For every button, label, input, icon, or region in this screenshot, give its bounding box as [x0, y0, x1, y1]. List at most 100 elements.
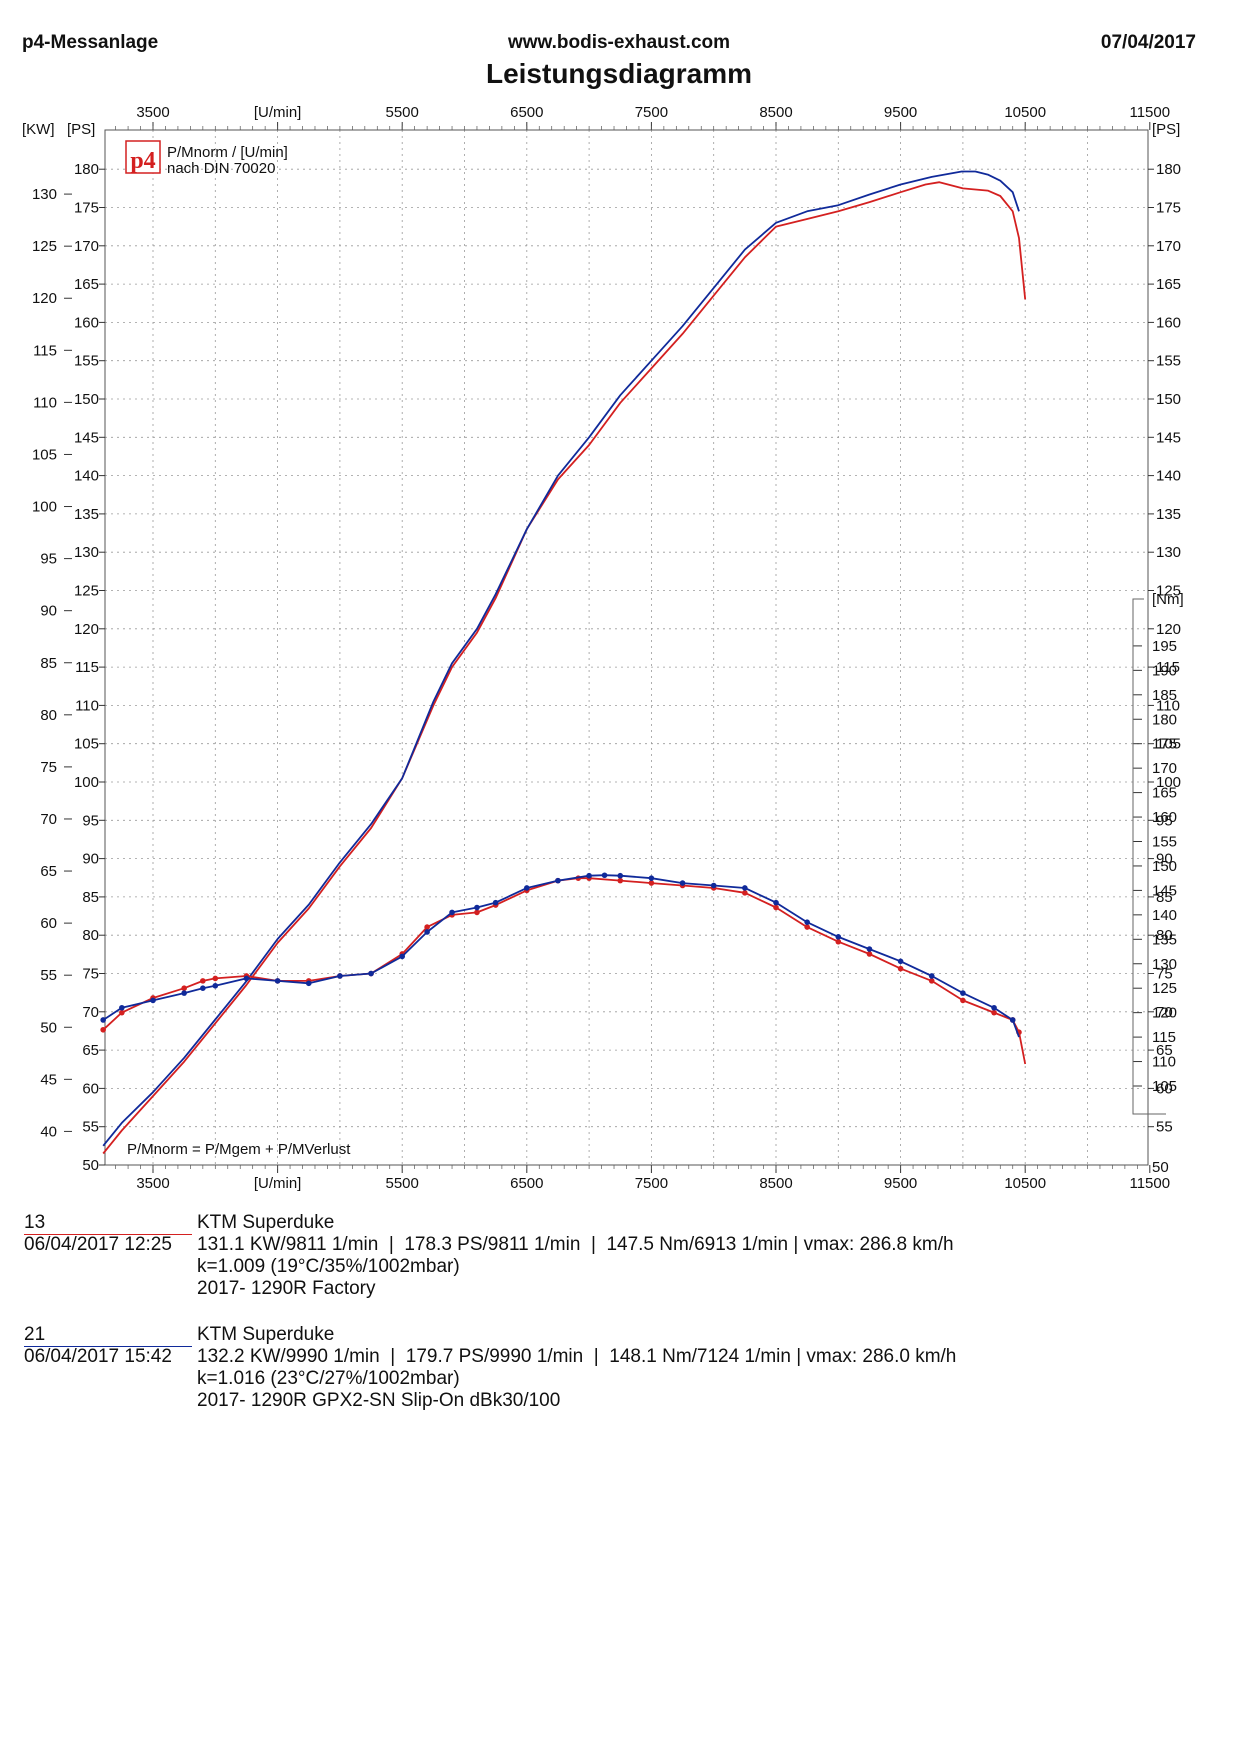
- series-marker-torque-run-21: [212, 982, 219, 989]
- x-tick-label-top: 5500: [386, 104, 419, 121]
- run-results: 132.2 KW/9990 1/min | 179.7 PS/9990 1/mi…: [197, 1346, 957, 1367]
- series-marker-torque-run-21: [679, 880, 686, 886]
- kw-tick-label: 45: [40, 1071, 57, 1088]
- run-results: 131.1 KW/9811 1/min | 178.3 PS/9811 1/mi…: [197, 1234, 954, 1255]
- x-tick-label-top: 3500: [136, 104, 169, 121]
- series-marker-torque-run-21: [710, 882, 717, 889]
- nm-tick-label: 135: [1152, 931, 1177, 948]
- run-conditions: k=1.016 (23°C/27%/1002mbar): [197, 1368, 460, 1389]
- nm-tick-label: 145: [1152, 882, 1177, 899]
- ps-tick-label-right: 65: [1156, 1042, 1173, 1059]
- ps-tick-label-right: 170: [1156, 238, 1181, 255]
- series-marker-torque-run-13: [804, 924, 810, 930]
- ps-tick-label-left: 75: [82, 966, 99, 983]
- nm-tick-label: 160: [1152, 809, 1177, 826]
- nm-tick-label: 155: [1152, 834, 1177, 851]
- series-marker-torque-run-21: [524, 885, 530, 891]
- kw-tick-label: 115: [33, 342, 57, 359]
- series-marker-torque-run-21: [424, 929, 430, 935]
- ps-tick-label-right: 110: [1156, 697, 1180, 714]
- kw-tick-label: 90: [40, 603, 57, 620]
- ps-tick-label-right: 85: [1156, 889, 1173, 906]
- ps-tick-label-right: 155: [1156, 353, 1181, 370]
- ps-tick-label-right: 70: [1156, 1004, 1173, 1021]
- ps-tick-label-right: 60: [1156, 1080, 1173, 1097]
- series-marker-torque-run-13: [100, 1026, 106, 1033]
- series-marker-torque-run-13: [119, 1009, 125, 1016]
- series-marker-torque-run-21: [617, 872, 624, 879]
- nm-scale-bracket: [1132, 598, 1166, 1115]
- x-tick-label-top: [U/min]: [254, 104, 302, 121]
- ps-tick-label-left: 110: [75, 697, 99, 714]
- series-layer: [100, 170, 1027, 1155]
- ps-tick-label-right: 90: [1156, 851, 1173, 868]
- series-marker-torque-run-21: [399, 953, 406, 960]
- series-marker-torque-run-21: [100, 1017, 106, 1023]
- plot-frame: [104, 129, 1149, 1166]
- ps-tick-label-right: 125: [1156, 583, 1181, 600]
- run-description: 2017- 1290R Factory: [197, 1278, 376, 1299]
- ps-tick-label-left: 175: [74, 200, 99, 217]
- series-marker-torque-run-21: [337, 973, 343, 979]
- legend-line-2: nach DIN 70020: [167, 160, 275, 177]
- p4-logo: p4: [130, 148, 155, 174]
- run-description: 2017- 1290R GPX2-SN Slip-On dBk30/100: [197, 1390, 561, 1411]
- series-marker-torque-run-21: [835, 934, 842, 940]
- ps-tick-label-left: 115: [75, 659, 99, 676]
- x-tick-label-bottom: 3500: [136, 1175, 169, 1192]
- ps-tick-label-left: 95: [82, 812, 99, 829]
- ps-tick-label-left: 160: [74, 314, 99, 331]
- run-list: 13 06/04/2017 12:25 KTM Superduke 131.1 …: [24, 1212, 1214, 1436]
- axis-label-ps-right: [PS]: [1152, 121, 1180, 138]
- ps-tick-label-left: 80: [82, 927, 99, 944]
- series-marker-torque-run-21: [928, 973, 935, 979]
- page-title: Leistungsdiagramm: [485, 58, 753, 89]
- run-number: 21: [24, 1324, 192, 1347]
- kw-tick-label: 85: [40, 655, 57, 672]
- run-number: 13: [24, 1212, 192, 1235]
- x-tick-label-top: 6500: [510, 104, 543, 121]
- series-marker-torque-run-21: [586, 872, 592, 879]
- series-marker-torque-run-21: [648, 875, 655, 881]
- nm-tick-label: 185: [1152, 687, 1177, 704]
- series-marker-torque-run-13: [181, 985, 187, 991]
- series-marker-torque-run-21: [804, 919, 810, 925]
- series-line-torque-run-13: [102, 877, 1027, 1065]
- series-marker-torque-run-13: [897, 965, 904, 972]
- x-tick-label-bottom: 8500: [759, 1175, 792, 1192]
- ps-tick-label-left: 65: [82, 1042, 99, 1059]
- series-marker-torque-run-13: [773, 904, 779, 911]
- ps-tick-label-right: 95: [1156, 812, 1173, 829]
- ps-tick-label-right: 180: [1156, 161, 1181, 178]
- nm-tick-label: 180: [1152, 711, 1177, 728]
- series-marker-torque-run-21: [991, 1004, 997, 1011]
- kw-tick-label: 100: [32, 499, 57, 516]
- x-tick-label-top: 7500: [635, 104, 668, 121]
- ps-tick-label-left: 105: [74, 736, 99, 753]
- ps-tick-label-right: 120: [1156, 621, 1181, 638]
- kw-tick-label: 70: [40, 811, 57, 828]
- ps-tick-label-left: 180: [74, 161, 99, 178]
- ps-tick-label-right: 145: [1156, 429, 1181, 446]
- series-marker-torque-run-21: [601, 872, 608, 879]
- ps-tick-label-left: 155: [74, 353, 99, 370]
- ps-tick-label-left: 150: [74, 391, 99, 408]
- ps-tick-label-right: 175: [1156, 200, 1181, 217]
- run-vehicle: KTM Superduke: [197, 1324, 335, 1345]
- p4-logo-box: [125, 140, 161, 174]
- ps-tick-label-right: 165: [1156, 276, 1181, 293]
- ps-tick-label-left: 100: [74, 774, 99, 791]
- series-line-power-run-21: [102, 170, 1020, 1147]
- x-tick-label-bottom: 10500: [1004, 1175, 1046, 1192]
- axis-label-kw: [KW]: [22, 121, 55, 138]
- header-date: 07/04/2017: [1100, 32, 1196, 53]
- series-marker-torque-run-21: [960, 990, 966, 996]
- series-marker-torque-run-13: [200, 978, 206, 984]
- x-tick-label-bottom: [U/min]: [254, 1175, 302, 1192]
- nm-tick-label: 115: [1152, 1029, 1176, 1046]
- chart-annotation: P/Mnorm = P/Mgem + P/MVerlust: [127, 1141, 351, 1158]
- grid-layer: [105, 130, 1148, 1165]
- series-marker-torque-run-21: [119, 1004, 125, 1011]
- series-marker-torque-run-21: [742, 885, 748, 891]
- series-marker-torque-run-21: [449, 909, 455, 916]
